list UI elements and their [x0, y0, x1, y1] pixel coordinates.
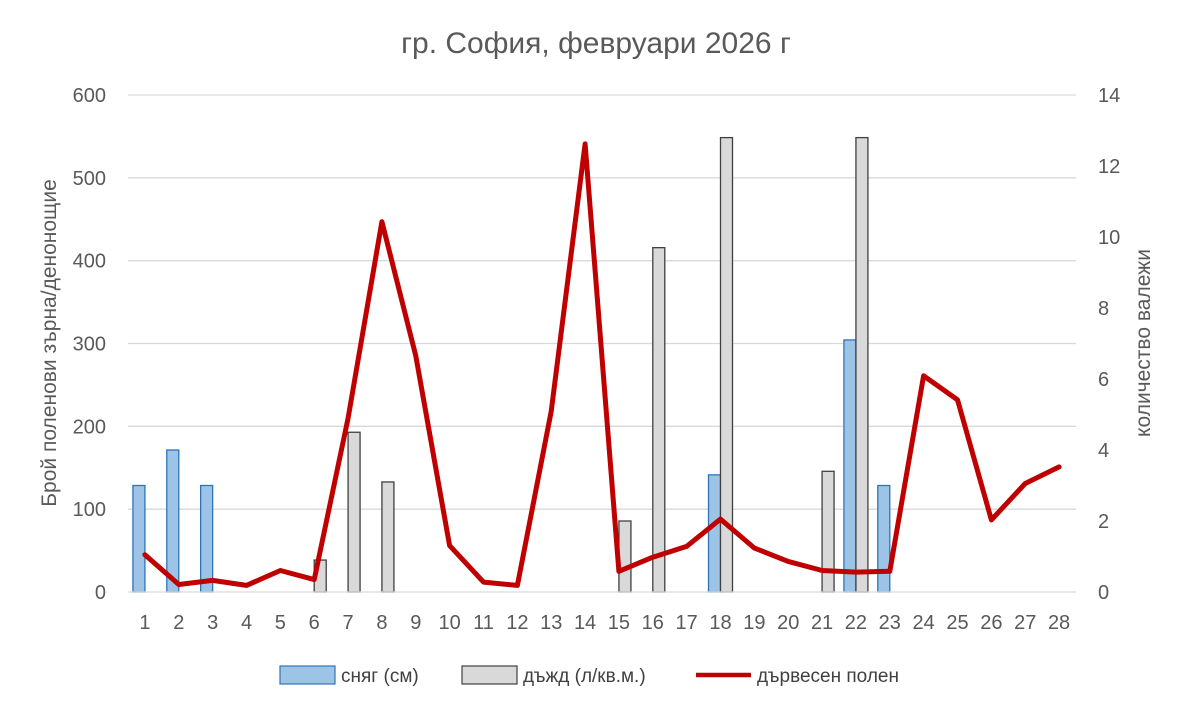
gridlines	[128, 94, 1076, 510]
y-left-tick-label: 0	[95, 582, 106, 604]
x-tick-label: 15	[608, 612, 630, 634]
y-left-tick-label: 100	[73, 499, 106, 521]
x-tick-label: 26	[980, 612, 1002, 634]
y-right-tick-label: 10	[1098, 227, 1120, 249]
y-left-tick-label: 400	[73, 251, 106, 273]
x-tick-label: 4	[241, 612, 252, 634]
x-tick-label: 2	[173, 612, 184, 634]
x-tick-label: 10	[439, 612, 461, 634]
bar-snow	[199, 484, 214, 593]
bar-rain	[618, 520, 632, 593]
x-tick-label: 6	[309, 612, 320, 634]
x-tick-label: 7	[343, 612, 354, 634]
y-left-tick-label: 500	[73, 168, 106, 190]
bar-marks	[132, 136, 891, 593]
x-tick-label: 18	[709, 612, 731, 634]
x-tick-label: 1	[139, 612, 150, 634]
x-tick-label: 3	[207, 612, 218, 634]
bar-rain	[347, 431, 361, 593]
x-tick-label: 21	[811, 612, 833, 634]
y-right-tick-label: 0	[1098, 582, 1109, 604]
line-marks	[142, 141, 1062, 588]
bar-snow	[166, 449, 180, 593]
bar-snow	[707, 474, 722, 593]
x-tick-label: 5	[275, 612, 286, 634]
x-tick-label: 13	[540, 612, 562, 634]
legend-swatch-snow	[279, 665, 336, 685]
x-tick-label: 12	[506, 612, 528, 634]
legend-label-rain: дъжд (л/кв.м.)	[523, 666, 646, 687]
bar-snow	[843, 339, 857, 593]
bar-rain	[855, 136, 869, 593]
y-right-tick-label: 12	[1098, 156, 1120, 178]
y-right-tick-label: 6	[1098, 369, 1109, 391]
x-tick-label: 8	[376, 612, 387, 634]
series-line-pollen	[142, 141, 1062, 588]
y-right-tick-label: 14	[1098, 85, 1120, 107]
x-tick-label: 27	[1014, 612, 1036, 634]
y-left-tick-label: 200	[73, 416, 106, 438]
y-right-axis-title: количество валежи	[1132, 249, 1155, 437]
x-tick-label: 19	[743, 612, 765, 634]
x-tick-label: 17	[676, 612, 698, 634]
bar-rain	[821, 470, 835, 593]
bar-rain	[381, 481, 395, 593]
x-tick-label: 23	[879, 612, 901, 634]
y-left-axis-title: Брой поленови зърна/денонощие	[38, 179, 61, 506]
x-tick-label: 14	[574, 612, 596, 634]
y-right-tick-label: 4	[1098, 440, 1109, 462]
legend: сняг (см) дъжд (л/кв.м.) дървесен полен	[279, 665, 899, 687]
legend-label-snow: сняг (см)	[341, 666, 419, 687]
x-tick-label: 11	[473, 612, 494, 634]
y-left-tick-label: 600	[73, 85, 106, 107]
y-left-tick-label: 300	[73, 334, 106, 356]
x-tick-label: 20	[777, 612, 799, 634]
x-tick-label: 9	[410, 612, 421, 634]
bar-snow	[132, 484, 146, 593]
legend-swatch-rain	[461, 665, 518, 685]
x-tick-label: 28	[1048, 612, 1070, 634]
x-tick-label: 24	[913, 612, 935, 634]
bar-snow	[877, 484, 891, 593]
x-tick-label: 22	[845, 612, 867, 634]
y-right-tick-label: 2	[1098, 511, 1109, 533]
legend-label-pollen: дървесен полен	[757, 666, 899, 687]
x-tick-label: 25	[946, 612, 968, 634]
bar-rain	[652, 246, 666, 593]
x-tick-label: 16	[642, 612, 664, 634]
chart-title: гр. София, февруари 2026 г	[401, 27, 791, 60]
y-right-tick-label: 8	[1098, 298, 1109, 320]
